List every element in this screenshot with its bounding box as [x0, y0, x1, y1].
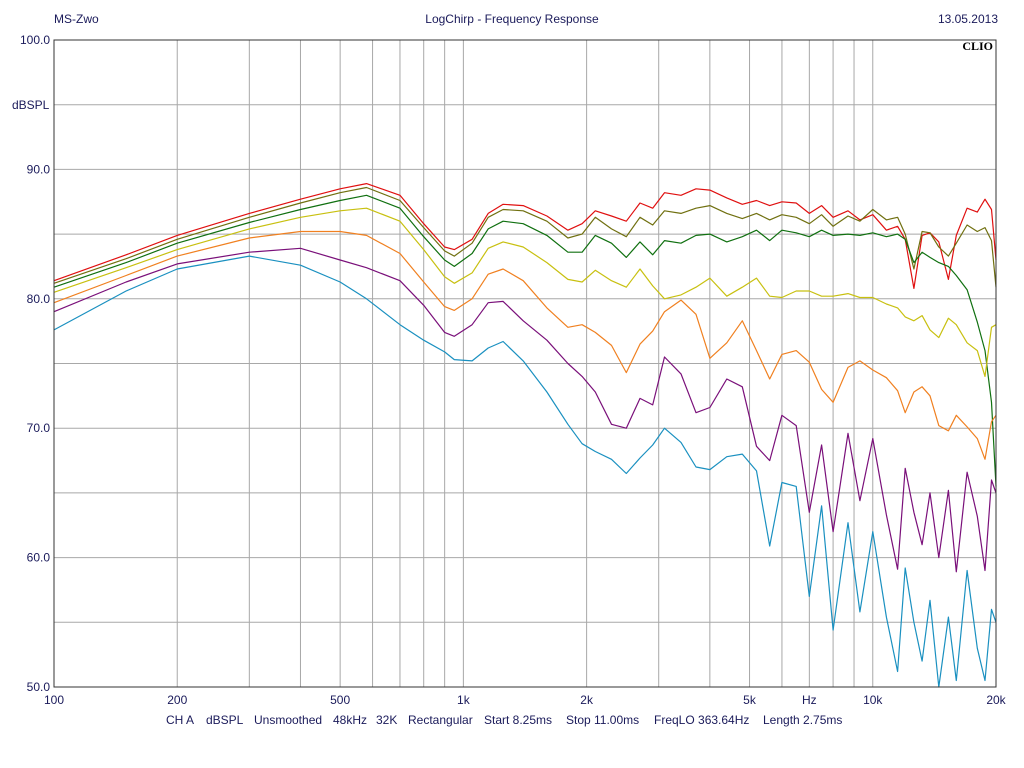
- x-tick-label: 20k: [986, 693, 1006, 707]
- footer-window: Rectangular: [408, 713, 473, 727]
- x-tick-label: Hz: [802, 693, 817, 707]
- y-tick-label: 70.0: [27, 421, 51, 435]
- footer-length: Length 2.75ms: [763, 713, 843, 727]
- y-axis-label: dBSPL: [12, 98, 50, 112]
- y-tick-label: 90.0: [27, 162, 51, 176]
- x-tick-label: 200: [167, 693, 187, 707]
- series-line-1: [53, 183, 997, 289]
- footer-rate: 48kHz: [333, 713, 368, 727]
- x-tick-label: 10k: [863, 693, 883, 707]
- x-tick-label: 500: [330, 693, 350, 707]
- series-line-5: [53, 230, 997, 460]
- y-tick-label: 100.0: [20, 33, 50, 47]
- header-left-title: MS-Zwo: [54, 12, 99, 26]
- series-line-4: [53, 207, 997, 377]
- series-line-6: [53, 247, 997, 573]
- header-date: 13.05.2013: [937, 12, 998, 26]
- footer-freqlo: FreqLO 363.64Hz: [654, 713, 750, 727]
- y-tick-label: 60.0: [27, 551, 51, 565]
- footer-channel: CH A: [166, 713, 195, 727]
- series-line-7: [53, 255, 997, 688]
- chart-title: LogChirp - Frequency Response: [425, 12, 599, 26]
- y-tick-label: 50.0: [27, 680, 51, 694]
- x-tick-label: 1k: [457, 693, 471, 707]
- footer-stop: Stop 11.00ms: [566, 713, 640, 727]
- series-line-2: [53, 186, 997, 288]
- clio-logo-text: CLIO: [962, 39, 993, 53]
- x-tick-label: 5k: [743, 693, 757, 707]
- footer-smoothing: Unsmoothed: [254, 713, 323, 727]
- footer-unit: dBSPL: [206, 713, 244, 727]
- x-tick-label: 100: [44, 693, 64, 707]
- footer-start: Start 8.25ms: [484, 713, 553, 727]
- chart-series-group: [53, 183, 997, 688]
- y-tick-label: 80.0: [27, 292, 51, 306]
- series-line-3: [53, 194, 997, 487]
- footer-size: 32K: [376, 713, 398, 727]
- plot-frame: [53, 39, 997, 688]
- x-tick-label: 2k: [580, 693, 594, 707]
